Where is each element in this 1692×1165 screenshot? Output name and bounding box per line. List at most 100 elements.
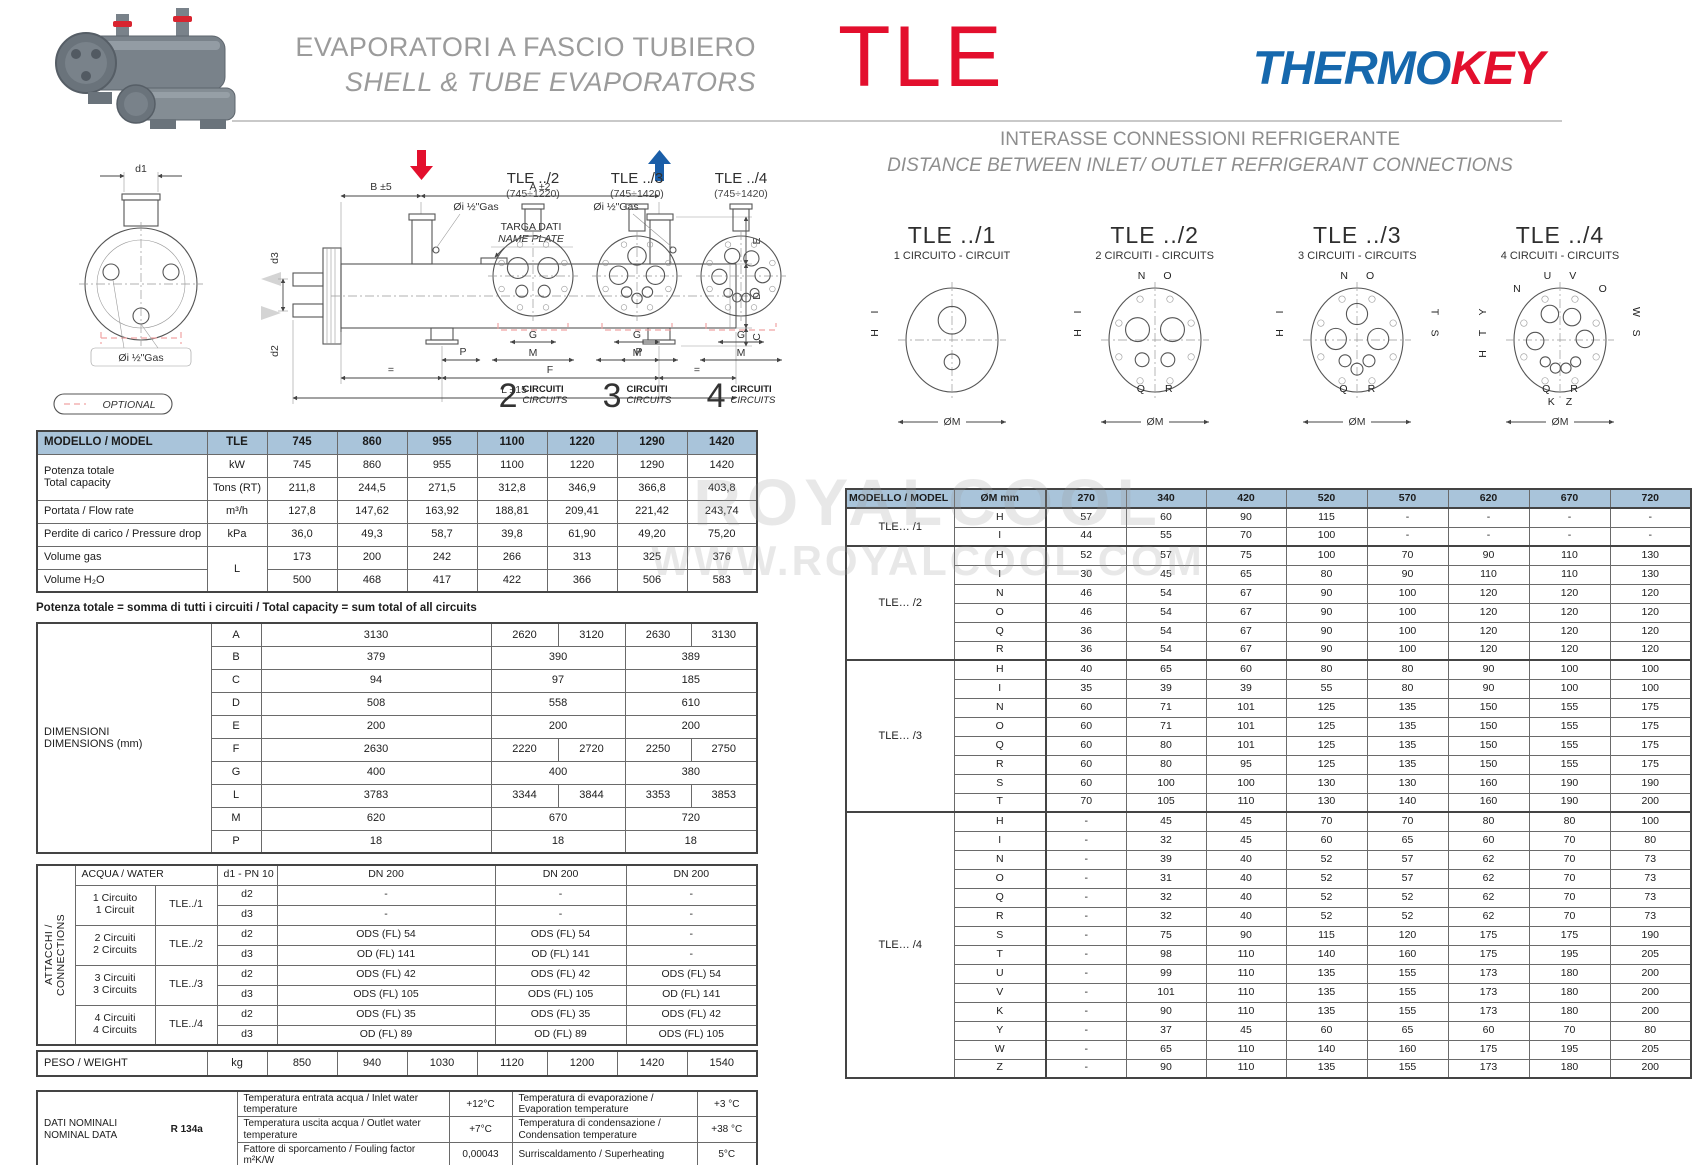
table-cell: N <box>953 849 1047 870</box>
table-cell: Portata / Flow rate <box>36 499 208 524</box>
table-cell: 54 <box>1125 583 1207 604</box>
table-cell: 1220 <box>546 430 618 455</box>
table-cell: 180 <box>1528 963 1611 984</box>
circuit-diagram-4: TLE ../4 4 CIRCUITI - CIRCUITS U V N O Y T H W S Q R… <box>1464 222 1656 432</box>
table-cell: 130 <box>1285 792 1368 813</box>
table-cell: 1200 <box>546 1050 618 1077</box>
dim-label: T <box>1428 308 1441 316</box>
dim-d3: d3 <box>269 252 281 264</box>
table-cell: Perdite di carico / Pressure drop <box>36 522 208 547</box>
table-cell: 173 <box>1447 1058 1530 1079</box>
table-cell: 160 <box>1447 792 1530 813</box>
circuits-number: 3 <box>602 377 622 415</box>
table-cell: DIMENSIONI DIMENSIONS (mm) <box>36 622 212 854</box>
dim-f: F <box>547 364 553 376</box>
table-cell: 30 <box>1045 564 1127 585</box>
table-cell: 346,9 <box>546 476 618 501</box>
table-cell: 57 <box>1125 545 1207 566</box>
capacity-table: MODELLO / MODEL TLE 745 860 955 1100 1220 1290 1… <box>36 430 758 593</box>
table-cell: L <box>210 783 262 808</box>
table-cell: 420 <box>1205 488 1287 509</box>
circuits-label-it: CIRCUITI <box>626 384 668 395</box>
table-cell: 54 <box>1125 621 1207 642</box>
table-cell: R <box>953 906 1047 927</box>
table-cell: 32 <box>1125 906 1207 927</box>
table-cell: OD (FL) 141 <box>276 944 496 966</box>
table-cell: 80 <box>1125 735 1207 756</box>
table-cell: 195 <box>1528 944 1611 965</box>
circuit-diagrams: TLE ../1 1 CIRCUITO - CIRCUIT I H ØM TLE ../2… <box>856 222 1656 432</box>
table-cell: d3 <box>216 984 278 1006</box>
table-cell: 313 <box>546 545 618 570</box>
table-cell: 99 <box>1125 963 1207 984</box>
table-cell: T <box>953 944 1047 965</box>
table-cell: 468 <box>336 568 408 593</box>
table-cell: OD (FL) 89 <box>276 1024 496 1046</box>
table-cell: 70 <box>1366 811 1449 832</box>
table-cell: 3853 <box>690 783 758 808</box>
table-cell: 100 <box>1366 602 1449 623</box>
dim-label: Q <box>1136 383 1145 395</box>
table-cell: 180 <box>1528 982 1611 1003</box>
table-cell: 325 <box>616 545 688 570</box>
svg-text:M: M <box>737 347 746 359</box>
table-cell: ODS (FL) 54 <box>625 964 758 986</box>
table-cell: - <box>1045 982 1127 1003</box>
table-cell: I <box>953 830 1047 851</box>
table-cell: 508 <box>260 691 492 716</box>
table-cell: OD (FL) 141 <box>625 984 758 1006</box>
table-cell: 67 <box>1205 640 1287 661</box>
table-cell: 120 <box>1528 621 1611 642</box>
table-cell: 150 <box>1447 697 1530 718</box>
table-cell: G <box>210 760 262 785</box>
table-cell: 101 <box>1125 982 1207 1003</box>
table-cell: R <box>953 640 1047 661</box>
table-cell: - <box>1045 868 1127 889</box>
table-cell: 200 <box>1609 982 1692 1003</box>
circuit-diagram-2: TLE ../2 2 CIRCUITI - CIRCUITS N O I H Q R ØM <box>1059 222 1251 432</box>
om-dimension: ØM <box>898 416 1006 428</box>
table-cell: - <box>1045 1039 1127 1060</box>
table-cell: - <box>494 884 627 906</box>
table-cell: TLE../3 <box>154 964 218 1006</box>
table-cell: 62 <box>1447 906 1530 927</box>
table-cell: 60 <box>1045 735 1127 756</box>
table-cell: d2 <box>216 1004 278 1026</box>
svg-text:ØM: ØM <box>944 416 961 427</box>
table-cell: 65 <box>1366 830 1449 851</box>
brand-logo: THERMOKEY <box>1253 40 1545 95</box>
table-cell: 67 <box>1205 602 1287 623</box>
dim-e: E <box>751 237 763 244</box>
table-cell: 49,20 <box>616 522 688 547</box>
brand-key: KEY <box>1450 41 1545 94</box>
table-cell: 40 <box>1205 906 1287 927</box>
table-cell: 850 <box>266 1050 338 1077</box>
circuit-diagram-1: TLE ../1 1 CIRCUITO - CIRCUIT I H ØM <box>856 222 1048 432</box>
table-cell: 110 <box>1205 1001 1287 1022</box>
optional-label: OPTIONAL <box>102 399 155 411</box>
table-cell: 60 <box>1045 754 1127 775</box>
section-subtitle: INTERASSE CONNESSIONI REFRIGERANTE DISTA… <box>850 127 1550 178</box>
table-cell: 90 <box>1125 1001 1207 1022</box>
table-cell: 32 <box>1125 887 1207 908</box>
table-cell: B <box>210 645 262 670</box>
table-cell: 52 <box>1366 887 1449 908</box>
table-cell: L <box>206 545 268 593</box>
table-cell: d3 <box>216 944 278 966</box>
table-cell: 39 <box>1205 678 1287 699</box>
table-cell: 620 <box>260 806 492 831</box>
table-cell: DN 200 <box>494 864 627 886</box>
table-cell: TLE../2 <box>154 924 218 966</box>
table-cell: 80 <box>1447 811 1530 832</box>
table-cell: TLE../4 <box>154 1004 218 1046</box>
name-plate-label-en: NAME PLATE <box>498 233 565 245</box>
table-cell: ODS (FL) 105 <box>276 984 496 1006</box>
table-cell: 175 <box>1609 716 1692 737</box>
dim-a: A ±2 <box>530 181 551 193</box>
table-cell: 173 <box>266 545 338 570</box>
table-cell: PESO / WEIGHT <box>36 1050 208 1077</box>
